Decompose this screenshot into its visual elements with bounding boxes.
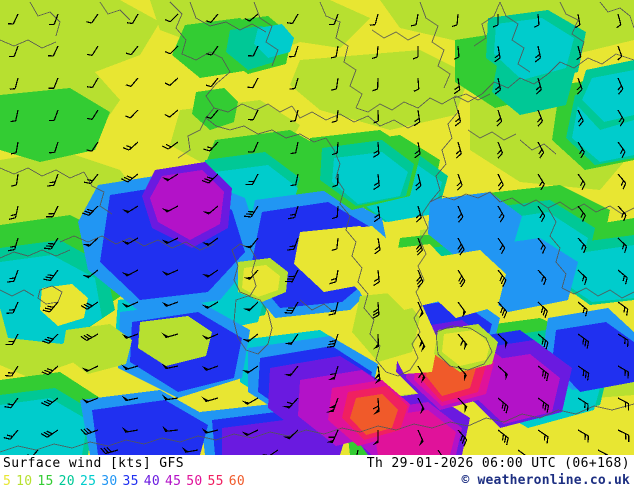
scale-label-20: 20 xyxy=(58,474,75,489)
scale-label-35: 35 xyxy=(122,474,139,489)
product-title: Surface wind [kts] GFS xyxy=(3,456,184,471)
scale-label-45: 45 xyxy=(165,474,182,489)
wind-speed-color-scale[interactable]: 5 10 15 20 25 30 35 40 45 50 55 60 xyxy=(3,474,250,489)
footer-title-row: Surface wind [kts] GFS Th 29-01-2026 06:… xyxy=(0,456,634,473)
scale-label-40: 40 xyxy=(143,474,160,489)
scale-label-25: 25 xyxy=(79,474,97,489)
map-footer: Surface wind [kts] GFS Th 29-01-2026 06:… xyxy=(0,455,634,490)
scale-label-30: 30 xyxy=(101,474,118,489)
footer-scale-row: 5 10 15 20 25 30 35 40 45 50 55 60 © weatheronline.… xyxy=(0,473,634,490)
scale-label-5: 5 xyxy=(3,474,12,489)
scale-label-60: 60 xyxy=(228,474,246,489)
copyright-label[interactable]: © weatheronline.co.uk xyxy=(461,473,630,488)
scale-label-55: 55 xyxy=(207,474,224,489)
weather-map-canvas[interactable] xyxy=(0,0,634,455)
forecast-datetime: Th 29-01-2026 06:00 UTC (06+168) xyxy=(366,456,630,471)
scale-label-15: 15 xyxy=(37,474,54,489)
wind-field-svg xyxy=(0,0,634,455)
scale-label-50: 50 xyxy=(186,474,203,489)
scale-label-10: 10 xyxy=(16,474,33,489)
